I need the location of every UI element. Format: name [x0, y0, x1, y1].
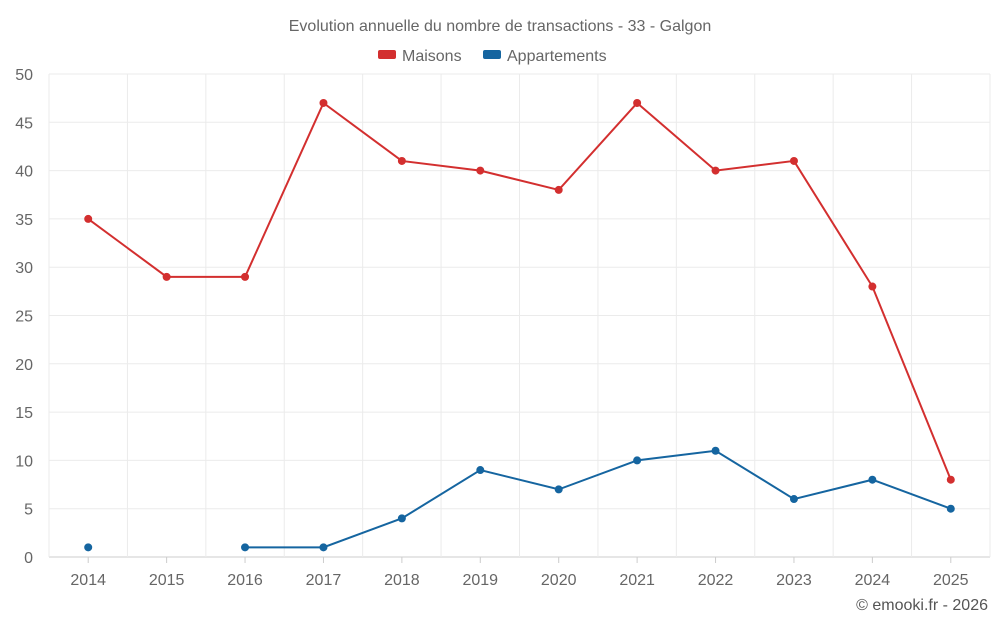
data-point-appartements-2020[interactable]	[554, 485, 563, 494]
data-point-maisons-2014[interactable]	[84, 214, 93, 223]
data-point-appartements-2017[interactable]	[319, 543, 328, 552]
data-point-appartements-2014[interactable]	[84, 543, 93, 552]
y-tick-label: 45	[15, 115, 33, 132]
data-point-appartements-2019[interactable]	[476, 466, 485, 475]
grid	[48, 73, 991, 558]
chart-title: Evolution annuelle du nombre de transact…	[289, 18, 711, 35]
x-tick-label: 2025	[933, 572, 969, 589]
series-line-appartements	[245, 449, 952, 549]
legend: Maisons Appartements	[378, 48, 607, 65]
data-point-maisons-2019[interactable]	[476, 166, 485, 175]
x-tick-label: 2023	[776, 572, 812, 589]
series-group	[84, 98, 955, 552]
data-point-maisons-2024[interactable]	[868, 282, 877, 291]
data-point-maisons-2025[interactable]	[946, 475, 955, 484]
y-tick-label: 10	[15, 453, 33, 470]
legend-label-appartements[interactable]: Appartements	[507, 48, 607, 65]
y-tick-label: 0	[24, 550, 33, 567]
data-point-appartements-2024[interactable]	[868, 475, 877, 484]
legend-swatch-maisons[interactable]	[378, 50, 396, 59]
data-point-maisons-2020[interactable]	[554, 185, 563, 194]
data-point-maisons-2017[interactable]	[319, 98, 328, 107]
y-tick-label: 40	[15, 164, 33, 181]
x-tick-label: 2017	[306, 572, 342, 589]
data-point-maisons-2022[interactable]	[711, 166, 720, 175]
data-point-appartements-2021[interactable]	[633, 456, 642, 465]
x-tick-label: 2016	[227, 572, 263, 589]
series-line-maisons	[87, 101, 952, 481]
y-tick-label: 50	[15, 67, 33, 84]
data-point-appartements-2025[interactable]	[946, 504, 955, 513]
x-tick-label: 2021	[619, 572, 655, 589]
x-tick-label: 2014	[70, 572, 106, 589]
y-tick-label: 30	[15, 260, 33, 277]
data-point-appartements-2018[interactable]	[397, 514, 406, 523]
y-tick-label: 5	[24, 502, 33, 519]
y-tick-label: 25	[15, 309, 33, 326]
y-tick-label: 35	[15, 212, 33, 229]
x-tick-label: 2015	[149, 572, 185, 589]
x-tick-label: 2022	[698, 572, 734, 589]
credit-text: © emooki.fr - 2026	[856, 597, 988, 614]
x-tick-label: 2020	[541, 572, 577, 589]
data-point-maisons-2016[interactable]	[241, 272, 250, 281]
x-tick-label: 2019	[462, 572, 498, 589]
data-point-maisons-2021[interactable]	[633, 98, 642, 107]
data-point-appartements-2023[interactable]	[789, 495, 798, 504]
data-point-maisons-2023[interactable]	[789, 156, 798, 165]
legend-swatch-appartements[interactable]	[483, 50, 501, 59]
data-point-maisons-2015[interactable]	[162, 272, 171, 281]
y-tick-label: 15	[15, 405, 33, 422]
x-tick-label: 2024	[855, 572, 891, 589]
x-tick-label: 2018	[384, 572, 420, 589]
y-tick-label: 20	[15, 357, 33, 374]
x-axis: 2014 2015 2016 2017 2018 2019 2020 2021 2022 2023…	[70, 557, 969, 589]
data-point-appartements-2022[interactable]	[711, 446, 720, 455]
data-point-appartements-2016[interactable]	[241, 543, 250, 552]
y-axis: 0 5 10 15 20 25 30 35 40 45 50	[15, 67, 33, 567]
data-point-maisons-2018[interactable]	[397, 156, 406, 165]
legend-label-maisons[interactable]: Maisons	[402, 48, 462, 65]
